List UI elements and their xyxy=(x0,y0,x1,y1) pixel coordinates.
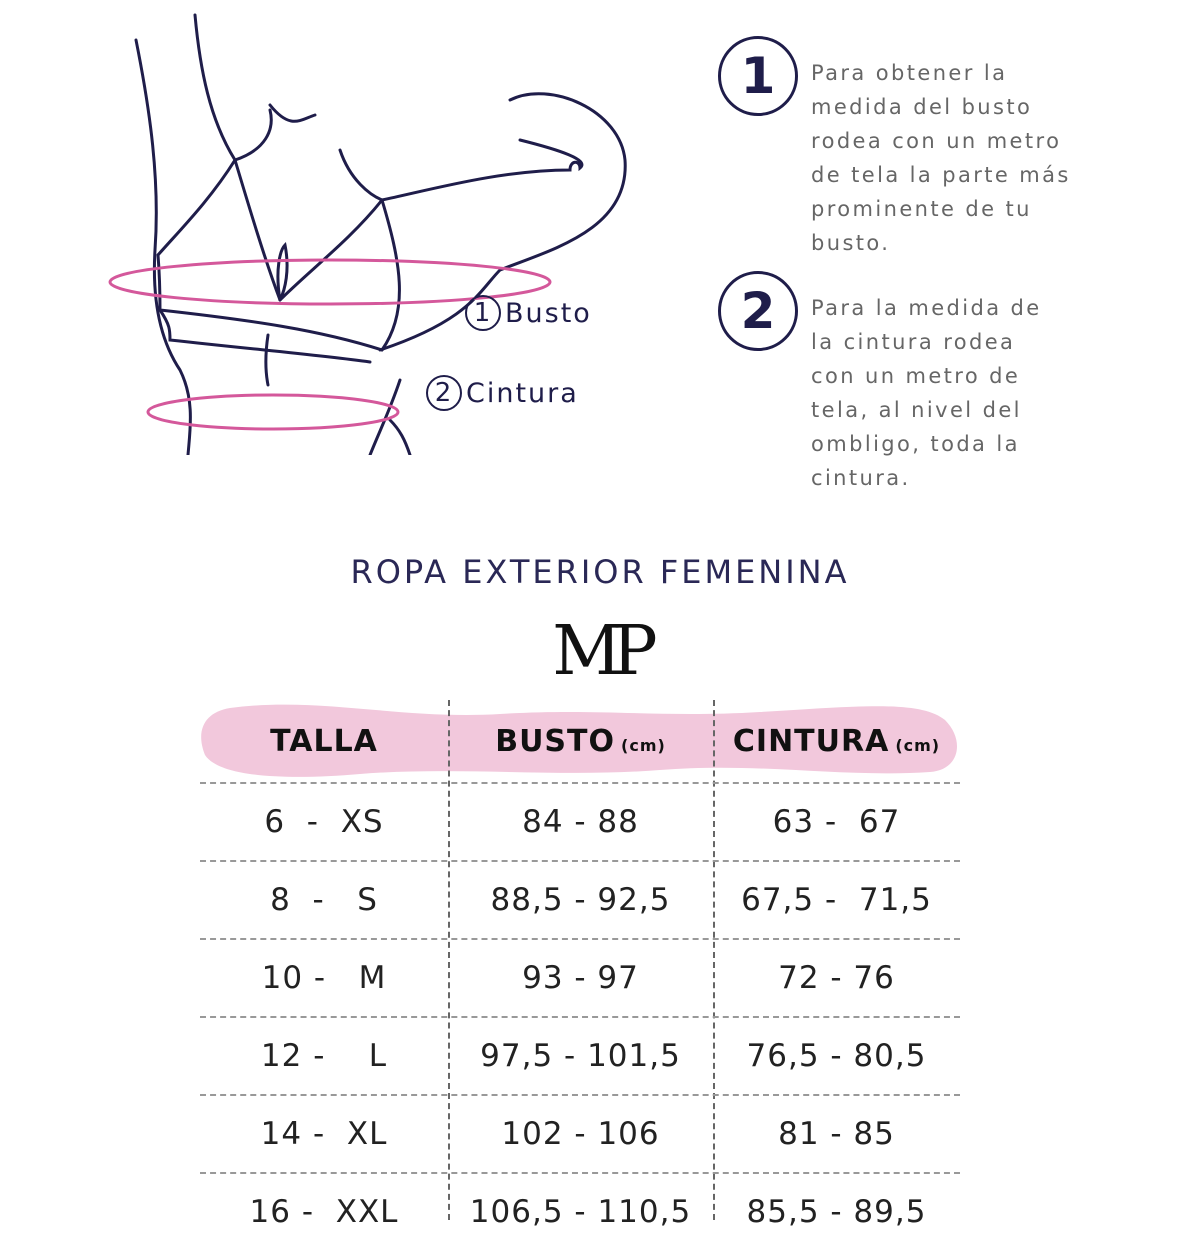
table-row: 6 - XS 84 - 88 63 - 67 xyxy=(200,782,960,860)
number-badge: 1 xyxy=(465,295,501,331)
instruction-bust: 1 Para obtener la medida del busto rodea… xyxy=(718,36,1071,260)
bust-cell: 93 - 97 xyxy=(522,960,639,996)
size-cell: 8 - S xyxy=(270,882,378,918)
table-row: 8 - S 88,5 - 92,5 67,5 - 71,5 xyxy=(200,860,960,938)
size-cell: 14 - XL xyxy=(260,1116,388,1152)
waist-label: 2 Cintura xyxy=(426,375,579,411)
instruction-text: Para la medida de la cintura rodea con u… xyxy=(811,296,1042,490)
label-text: Cintura xyxy=(466,377,579,409)
page-title: ROPA EXTERIOR FEMENINA xyxy=(350,553,850,591)
bust-cell: 102 - 106 xyxy=(501,1116,660,1152)
instruction-text: Para obtener la medida del busto rodea c… xyxy=(811,61,1071,255)
header-background xyxy=(201,704,957,777)
step-number: 1 xyxy=(718,36,798,116)
waist-cell: 72 - 76 xyxy=(778,960,895,996)
column-divider xyxy=(713,700,715,1220)
instruction-waist: 2 Para la medida de la cintura rodea con… xyxy=(718,271,1042,495)
waist-cell: 63 - 67 xyxy=(772,804,901,840)
bust-cell: 97,5 - 101,5 xyxy=(480,1038,681,1074)
bust-cell: 106,5 - 110,5 xyxy=(469,1194,692,1230)
bust-cell: 84 - 88 xyxy=(522,804,639,840)
waist-cell: 76,5 - 80,5 xyxy=(746,1038,927,1074)
waist-cell: 81 - 85 xyxy=(778,1116,895,1152)
table-row: 14 - XL 102 - 106 81 - 85 xyxy=(200,1094,960,1172)
header-size: TALLA xyxy=(270,723,378,759)
bust-cell: 88,5 - 92,5 xyxy=(490,882,671,918)
table-row: 16 - XXL 106,5 - 110,5 85,5 - 89,5 xyxy=(200,1172,960,1250)
table-header: TALLA BUSTO (cm) CINTURA (cm) xyxy=(200,700,960,782)
waist-cell: 67,5 - 71,5 xyxy=(741,882,932,918)
label-text: Busto xyxy=(505,297,592,329)
size-cell: 6 - XS xyxy=(264,804,384,840)
header-waist: CINTURA (cm) xyxy=(732,723,941,759)
header-bust: BUSTO (cm) xyxy=(495,723,666,759)
bust-label: 1 Busto xyxy=(465,295,592,331)
size-cell: 12 - L xyxy=(260,1038,388,1074)
body-measurement-illustration xyxy=(108,13,627,455)
step-number: 2 xyxy=(718,271,798,351)
size-table: TALLA BUSTO (cm) CINTURA (cm) 6 - XS 84 - … xyxy=(200,700,960,1250)
table-row: 10 - M 93 - 97 72 - 76 xyxy=(200,938,960,1016)
size-cell: 16 - XXL xyxy=(249,1194,399,1230)
brand-logo: MP xyxy=(552,612,657,691)
number-badge: 2 xyxy=(426,375,462,411)
size-cell: 10 - M xyxy=(261,960,387,996)
column-divider xyxy=(448,700,450,1220)
table-row: 12 - L 97,5 - 101,5 76,5 - 80,5 xyxy=(200,1016,960,1094)
waist-cell: 85,5 - 89,5 xyxy=(746,1194,927,1230)
